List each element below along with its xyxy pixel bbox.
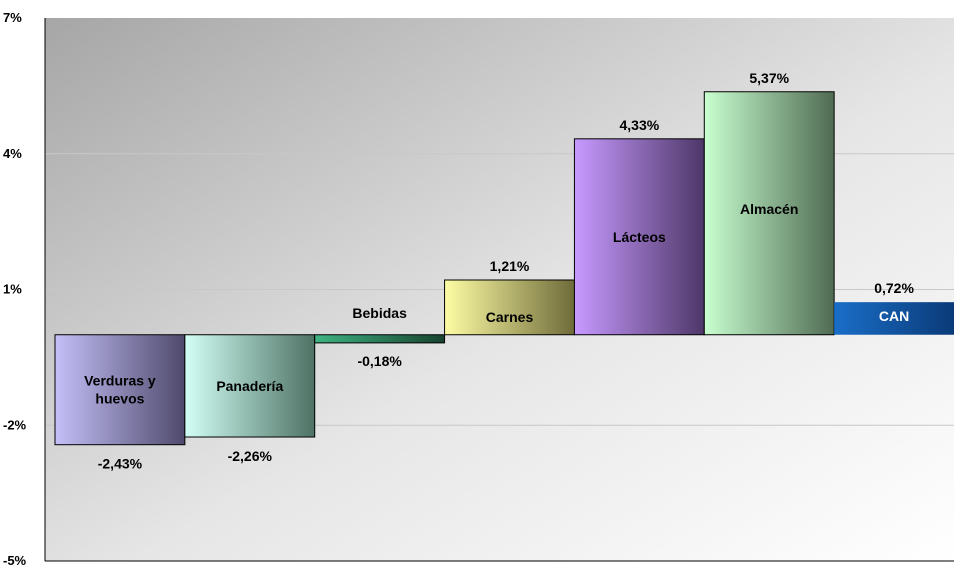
data-label: 0,72% — [874, 280, 914, 296]
category-label: CAN — [879, 308, 909, 324]
data-label: 1,21% — [490, 258, 530, 274]
bar-2 — [184, 334, 316, 438]
category-label: Lácteos — [613, 229, 666, 245]
y-tick-label: 7% — [3, 10, 22, 25]
y-tick-label: 1% — [3, 282, 22, 297]
data-label: -2,26% — [228, 448, 273, 464]
data-label: 4,33% — [620, 117, 660, 133]
labels: -2,43% Verduras y huevos -2,26% Panadería -0,… — [84, 70, 914, 472]
data-label: -0,18% — [357, 353, 402, 369]
y-tick-label: 4% — [3, 146, 22, 161]
y-axis: 7% 4% 1% -2% -5% — [3, 10, 954, 565]
bar-3 — [314, 334, 446, 344]
category-label: Carnes — [486, 309, 534, 325]
bar-7 — [834, 302, 954, 335]
y-tick-label: -2% — [3, 417, 27, 432]
bar-6 — [703, 91, 835, 336]
category-label: Almacén — [740, 201, 798, 217]
category-label: Panadería — [216, 378, 283, 394]
category-label: Verduras y huevos — [84, 373, 156, 407]
bar-1 — [54, 334, 186, 446]
y-tick-label: -5% — [3, 553, 27, 565]
category-label: Bebidas — [352, 305, 407, 321]
bar-4 — [444, 279, 575, 336]
bar-5 — [573, 138, 705, 336]
data-label: 5,37% — [749, 70, 789, 86]
bars — [54, 91, 954, 446]
data-label: -2,43% — [98, 456, 143, 472]
